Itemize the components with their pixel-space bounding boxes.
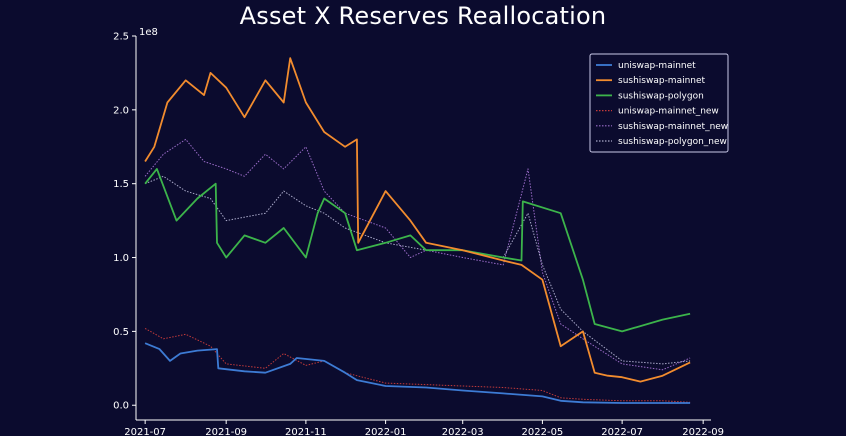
series-line-uniswap-mainnet_new: [144, 327, 691, 403]
y-tick-label: 0.5: [113, 327, 129, 338]
x-tick-label: 2022-07: [601, 427, 643, 436]
series-layer: [144, 57, 691, 404]
x-tick-label: 2021-07: [124, 427, 166, 436]
x-tick-label: 2021-11: [285, 427, 327, 436]
y-tick-label: 2.0: [113, 105, 129, 116]
series-line-uniswap-mainnet: [144, 342, 691, 404]
legend-label: sushiswap-polygon: [618, 91, 704, 101]
x-tick-label: 2021-09: [205, 427, 247, 436]
y-tick-label: 1.5: [113, 179, 129, 190]
legend-box: [589, 53, 729, 153]
series-line-sushiswap-polygon: [144, 167, 691, 333]
legend-label: sushiswap-polygon_new: [618, 137, 727, 147]
legend-label: uniswap-mainnet_new: [618, 107, 719, 117]
y-tick-label: 0.0: [113, 401, 129, 412]
x-tick-label: 2022-01: [365, 427, 407, 436]
x-tick-label: 2022-03: [442, 427, 484, 436]
legend: uniswap-mainnet sushiswap-mainnet sushiswa…: [589, 53, 729, 153]
axes: 1e8: [135, 27, 711, 421]
x-tick-label: 2022-09: [682, 427, 724, 436]
x-ticks: 2021-07 2021-09 2021-11 2022-01 2022-03 2022-…: [124, 420, 724, 436]
y-ticks: 0.0 0.5 1.0 1.5 2.0 2.5: [113, 32, 136, 412]
legend-label: sushiswap-mainnet_new: [618, 122, 728, 132]
legend-label: sushiswap-mainnet: [618, 76, 706, 86]
chart-title: Asset X Reserves Reallocation: [239, 2, 607, 30]
series-line-sushiswap-mainnet_new: [144, 138, 691, 371]
y-tick-label: 1.0: [113, 253, 129, 264]
y-tick-label: 2.5: [113, 32, 129, 43]
series-line-sushiswap-polygon_new: [144, 175, 691, 365]
y-axis-multiplier: 1e8: [139, 27, 158, 38]
x-tick-label: 2022-05: [522, 427, 564, 436]
series-line-sushiswap-mainnet: [144, 57, 691, 383]
legend-label: uniswap-mainnet: [618, 61, 696, 71]
